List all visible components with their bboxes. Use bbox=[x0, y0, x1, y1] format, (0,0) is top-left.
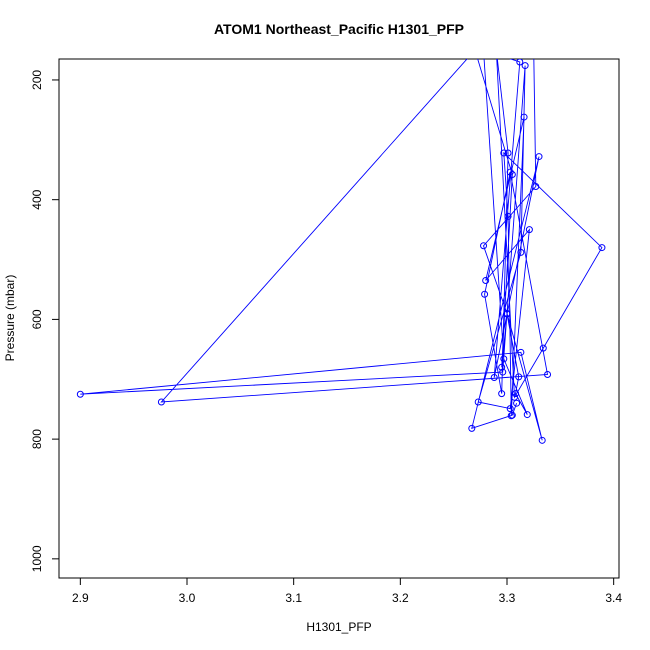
x-tick-label: 3.0 bbox=[179, 591, 196, 605]
data-point bbox=[516, 59, 524, 66]
data-point bbox=[468, 424, 476, 432]
data-point bbox=[508, 411, 516, 419]
data-point bbox=[538, 436, 546, 444]
data-point bbox=[510, 393, 518, 401]
y-tick-label: 1000 bbox=[30, 545, 44, 572]
series-line bbox=[80, 59, 603, 441]
data-point bbox=[498, 390, 506, 398]
data-point bbox=[499, 368, 507, 376]
data-point bbox=[481, 290, 489, 298]
data-point bbox=[504, 212, 512, 220]
x-tick-label: 3.1 bbox=[285, 591, 302, 605]
data-point bbox=[503, 310, 511, 318]
y-tick-label: 800 bbox=[30, 429, 44, 449]
x-tick-label: 2.9 bbox=[72, 591, 89, 605]
y-tick-label: 600 bbox=[30, 309, 44, 329]
x-tick-label: 3.2 bbox=[392, 591, 409, 605]
data-point bbox=[504, 149, 512, 157]
x-tick-label: 3.4 bbox=[605, 591, 622, 605]
data-point bbox=[498, 363, 506, 371]
x-axis: 2.9 3.0 3.1 3.2 3.3 3.4 bbox=[72, 577, 622, 605]
data-layer bbox=[76, 59, 606, 444]
y-tick-label: 200 bbox=[30, 70, 44, 90]
data-point bbox=[544, 370, 552, 378]
data-point bbox=[76, 390, 84, 398]
data-point bbox=[506, 405, 514, 413]
data-point bbox=[512, 390, 520, 398]
data-point bbox=[490, 373, 498, 381]
chart-title: ATOM1 Northeast_Pacific H1301_PFP bbox=[214, 21, 464, 37]
data-point bbox=[523, 411, 531, 419]
data-point bbox=[520, 113, 528, 121]
y-tick-label: 400 bbox=[30, 189, 44, 209]
x-axis-title: H1301_PFP bbox=[306, 620, 371, 634]
x-tick-label: 3.3 bbox=[499, 591, 516, 605]
data-point bbox=[513, 399, 521, 407]
data-point bbox=[535, 153, 543, 161]
data-point bbox=[157, 398, 165, 406]
data-point bbox=[532, 183, 540, 191]
data-point bbox=[515, 373, 523, 381]
data-point bbox=[482, 276, 490, 284]
data-point bbox=[508, 171, 516, 179]
data-point bbox=[517, 248, 525, 256]
data-point bbox=[539, 344, 547, 352]
y-axis: 200 400 600 800 1000 bbox=[30, 70, 60, 572]
data-point bbox=[598, 244, 606, 252]
data-point bbox=[521, 62, 529, 70]
data-point bbox=[525, 226, 533, 234]
data-point bbox=[517, 348, 525, 356]
data-point bbox=[500, 355, 508, 363]
data-point bbox=[474, 398, 482, 406]
y-axis-title: Pressure (mbar) bbox=[3, 275, 17, 362]
data-point bbox=[506, 168, 514, 176]
data-point bbox=[500, 149, 508, 157]
data-point bbox=[480, 242, 488, 250]
